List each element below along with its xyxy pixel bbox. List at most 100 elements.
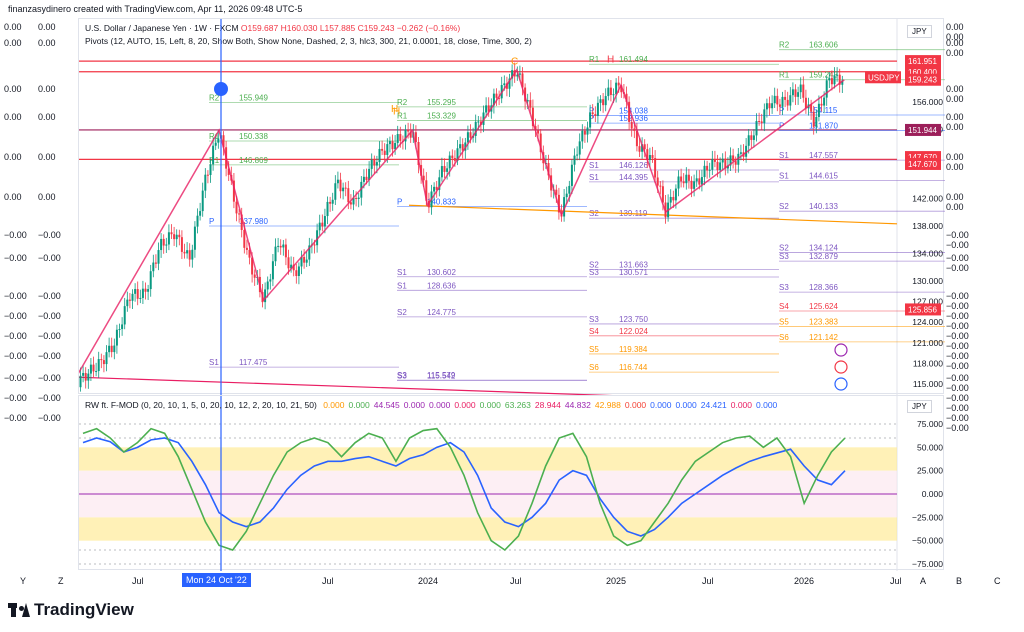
brand-name: TradingView — [34, 600, 134, 619]
candle-body — [789, 95, 792, 106]
candle-body — [178, 234, 181, 238]
pivot-level-value: 132.879 — [809, 252, 838, 261]
candle-body — [604, 96, 607, 106]
price-axis-label: 118.000 — [913, 358, 943, 368]
candle-body — [833, 75, 836, 85]
candle-body — [724, 158, 727, 169]
pivot-level-value: 144.395 — [619, 173, 648, 182]
right-outer-scale-value: −0.00−0.00 — [946, 291, 969, 311]
currency-badge-main[interactable]: JPY — [907, 25, 932, 38]
flag-icon — [834, 377, 848, 391]
price-tag-text: 161.951 — [908, 57, 937, 66]
candle-body — [313, 244, 316, 246]
oscillator-value: 44.545 — [373, 400, 400, 410]
time-axis-label: A — [920, 576, 927, 586]
pivots-legend[interactable]: Pivots (12, AUTO, 15, Left, 8, 20, Show … — [85, 36, 532, 46]
candle-body — [776, 95, 779, 105]
main-chart-panel[interactable]: U.S. Dollar / Japanese Yen · 1W · FXCM O… — [78, 18, 945, 395]
pattern-label: H — [393, 107, 400, 118]
pivot-level-tag: S1 — [589, 161, 599, 170]
candle-body — [165, 244, 168, 246]
candle-body — [217, 138, 220, 143]
candle-body — [591, 112, 594, 115]
candle-body — [557, 194, 560, 213]
candle-body — [690, 180, 693, 189]
left-scale-value: −0.00 −0.00 — [4, 291, 61, 301]
candle-body — [812, 111, 815, 127]
price-axis-label: 127.000 — [912, 297, 943, 307]
candle-body — [209, 164, 212, 176]
candle-body — [755, 121, 758, 136]
candle-body — [453, 157, 456, 161]
candle-body — [425, 180, 428, 201]
candle-body — [95, 371, 98, 373]
price-axis-label: 134.000 — [912, 248, 943, 258]
candle-body — [162, 238, 165, 246]
candle-body — [110, 345, 113, 353]
candle-body — [243, 229, 246, 248]
pivot-level-tag: S1 — [779, 171, 789, 180]
candle-body — [578, 141, 581, 155]
symbol-legend[interactable]: U.S. Dollar / Japanese Yen · 1W · FXCM O… — [85, 23, 460, 33]
candle-body — [394, 143, 397, 150]
candle-body — [316, 230, 319, 246]
pivot-level-value: 161.494 — [619, 55, 648, 64]
pattern-label: C — [511, 56, 518, 67]
candle-body — [682, 181, 685, 184]
candle-body — [79, 375, 82, 388]
pivot-level-value: 131.663 — [619, 260, 648, 269]
candle-body — [433, 186, 436, 192]
candle-body — [498, 97, 501, 99]
pivot-level-tag: S1 — [397, 268, 407, 277]
pivot-level-tag: S3 — [397, 371, 407, 380]
candle-body — [503, 83, 506, 86]
candle-body — [607, 87, 610, 97]
pivot-level-value: 137.980 — [239, 217, 268, 226]
candle-body — [287, 257, 290, 269]
pivot-level-tag: S1 — [589, 173, 599, 182]
candle-body — [698, 178, 701, 185]
pivot-level-value: 155.949 — [239, 93, 268, 102]
currency-badge-osc[interactable]: JPY — [907, 400, 932, 413]
candle-body — [825, 80, 828, 98]
candle-body — [716, 161, 719, 171]
price-tag-text: USDJPY — [868, 73, 900, 82]
candle-body — [739, 152, 742, 154]
candle-body — [828, 78, 831, 81]
candle-body — [685, 174, 688, 184]
osc-axis-label: 50.000 — [917, 442, 943, 452]
candle-body — [563, 197, 566, 217]
candle-body — [344, 187, 347, 189]
oscillator-panel[interactable]: 75.000 50.000 25.000 0.000 −25.000 −50.000 −75… — [78, 395, 945, 571]
candle-body — [253, 274, 256, 278]
oscillator-svg[interactable]: 75.000 50.000 25.000 0.000 −25.000 −50.000 −75… — [79, 396, 945, 571]
left-price-scale: 0.00 0.00 0.00 0.00 0.00 0.00 0.00 0.00 0.00 0.00… — [0, 18, 78, 578]
time-axis-label: Jul — [890, 576, 902, 586]
oscillator-legend[interactable]: RW ft. F-MOD (0, 20, 10, 1, 5, 0, 20, 10… — [85, 400, 785, 410]
candle-body — [108, 345, 111, 353]
candle-body — [708, 169, 711, 171]
candle-body — [407, 129, 410, 132]
candle-body — [388, 141, 391, 145]
candle-body — [123, 306, 126, 325]
osc-series-line — [82, 427, 846, 552]
candle-body — [128, 299, 131, 301]
candle-body — [414, 132, 417, 143]
pivot-level-tag: R1 — [779, 71, 790, 80]
price-chart-svg[interactable]: R2 155.949 R1 150.338 R1 146.869 P 137.980 S1 117… — [79, 19, 945, 395]
candle-body — [323, 216, 326, 227]
time-axis[interactable]: YZJul2023Jul2024Jul2025Jul2026JulABCMon … — [20, 570, 1001, 590]
candle-body — [331, 199, 334, 204]
osc-axis-label: −50.000 — [912, 536, 943, 546]
oscillator-value: 0.000 — [454, 400, 476, 410]
candle-body — [443, 166, 446, 172]
pivot-level-tag: R1 — [209, 132, 220, 141]
candle-body — [147, 289, 150, 292]
left-scale-value: 0.00 0.00 — [4, 192, 56, 202]
candle-body — [609, 87, 612, 95]
candle-body — [703, 165, 706, 178]
pivot-level-value: 134.124 — [809, 244, 838, 253]
candle-body — [721, 158, 724, 163]
candle-body — [355, 197, 358, 199]
candle-body — [188, 250, 191, 260]
